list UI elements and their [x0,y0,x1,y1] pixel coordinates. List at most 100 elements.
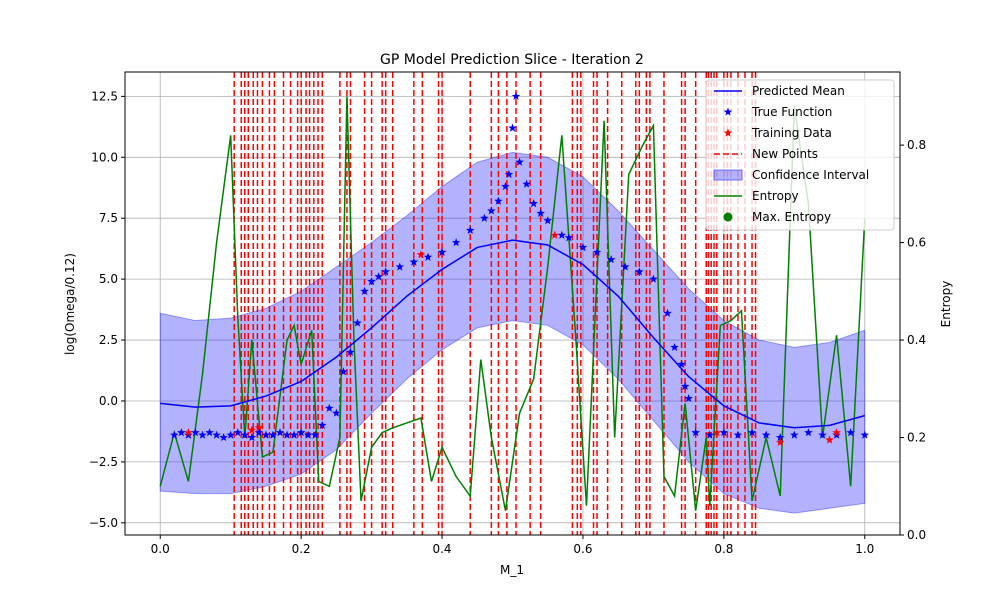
x-axis-ticks: 0.0 0.2 0.4 0.6 0.8 1.0 [151,535,874,556]
true-function-point [184,430,193,439]
legend-label: New Points [752,147,818,161]
true-function-point [775,433,785,442]
true-function-point [261,430,271,439]
legend-swatch-dot [723,212,733,222]
true-function-point [705,430,715,439]
true-function-point [790,430,799,439]
true-function-point [684,394,693,403]
legend-item-new-points: New Points [714,147,818,161]
x-tick-label: 0.2 [292,542,311,556]
chart-title: GP Model Prediction Slice - Iteration 2 [380,52,644,68]
training-data-point [832,428,841,437]
true-function-point [219,433,228,442]
true-function-point [205,428,214,437]
true-function-point [346,347,355,356]
x-tick-label: 0.6 [573,542,592,556]
true-function-point [804,428,813,437]
entropy-group [159,96,866,511]
legend-item-predicted-mean: Predicted Mean [714,84,845,98]
x-tick-label: 0.4 [432,542,451,556]
y2-tick-label: 0.6 [907,236,926,250]
legend-swatch-star [723,107,733,116]
true-function-point [818,430,827,439]
true-function-point [275,428,285,437]
true-function-point [325,403,334,412]
legend-item-training-data: Training Data [723,126,832,140]
true-function-point [620,262,630,271]
y2-tick-label: 0.4 [907,333,926,347]
true-function-point [395,262,405,271]
legend-item-max-entropy: Max. Entropy [723,210,831,224]
y2-tick-label: 0.0 [907,528,926,542]
training-data-point [712,428,722,437]
training-data-group [184,230,841,447]
true-function-point [310,430,320,439]
true-function-point [212,430,221,439]
y-tick-label: −5.0 [89,516,118,530]
legend-items: Predicted Mean True Function Training Data… [713,84,869,224]
true-function-point [254,428,264,437]
true-function-point [282,430,292,439]
true-function-point [846,428,855,437]
true-function-point [423,252,433,261]
true-function-point [557,230,567,239]
true-function-point [515,157,524,166]
true-function-point [289,430,299,439]
training-data-point [184,428,193,437]
true-function-point [317,420,327,429]
legend-item-true-function: True Function [723,105,832,119]
true-function-point [296,428,306,437]
true-function-point [649,274,658,283]
true-function-point [487,206,496,215]
true-function-point [592,247,602,256]
y2-tick-label: 0.2 [907,431,926,445]
true-function-point [381,267,390,276]
legend-item-entropy: Entropy [714,189,799,203]
true-function-point [353,318,362,327]
true-function-point [832,430,841,439]
y-tick-label: 2.5 [99,333,118,347]
true-function-point [670,342,679,351]
true-function-point [761,430,771,439]
training-data-point [825,435,834,444]
y-axis-label: log(Omega/0.12) [63,253,77,355]
true-function-point [522,179,531,188]
y-axis-ticks: −5.0 −2.5 0.0 2.5 5.0 7.5 10.0 12.5 [89,89,125,530]
training-data-point [775,437,785,447]
y-tick-label: 0.0 [99,394,118,408]
true-function-point [747,428,757,437]
true-function-point [268,430,278,439]
training-data-point [247,425,257,434]
y2-tick-label: 0.8 [907,138,926,152]
x-tick-label: 0.0 [151,542,170,556]
true-function-point [860,430,870,439]
true-function-point [233,428,243,437]
y-tick-label: 5.0 [99,272,118,286]
true-function-point [409,257,419,266]
y-tick-label: 10.0 [91,150,118,164]
true-function-point [635,267,644,276]
true-function-point [494,196,503,205]
training-data-point [254,423,264,432]
true-function-point [578,242,588,252]
true-function-point [247,433,257,442]
confidence-band [159,151,866,514]
true-function-point [508,123,517,132]
x-tick-label: 0.8 [714,542,733,556]
legend: Predicted Mean True Function Training Data… [705,79,895,231]
mean-group [160,239,865,429]
true-function-point [226,430,235,439]
true-function-point [606,255,616,264]
training-data-point [550,230,560,239]
true-function-point [303,430,313,439]
true-function-point [663,308,672,317]
true-function-point [451,238,461,247]
entropy-line [159,96,866,511]
true-function-group [170,91,870,442]
true-function-point [360,286,369,295]
true-function-point [465,225,475,235]
legend-box [705,79,895,231]
true-function-point [501,182,510,191]
confidence-band-group [159,151,866,514]
legend-item-confidence-interval: Confidence Interval [713,168,869,182]
